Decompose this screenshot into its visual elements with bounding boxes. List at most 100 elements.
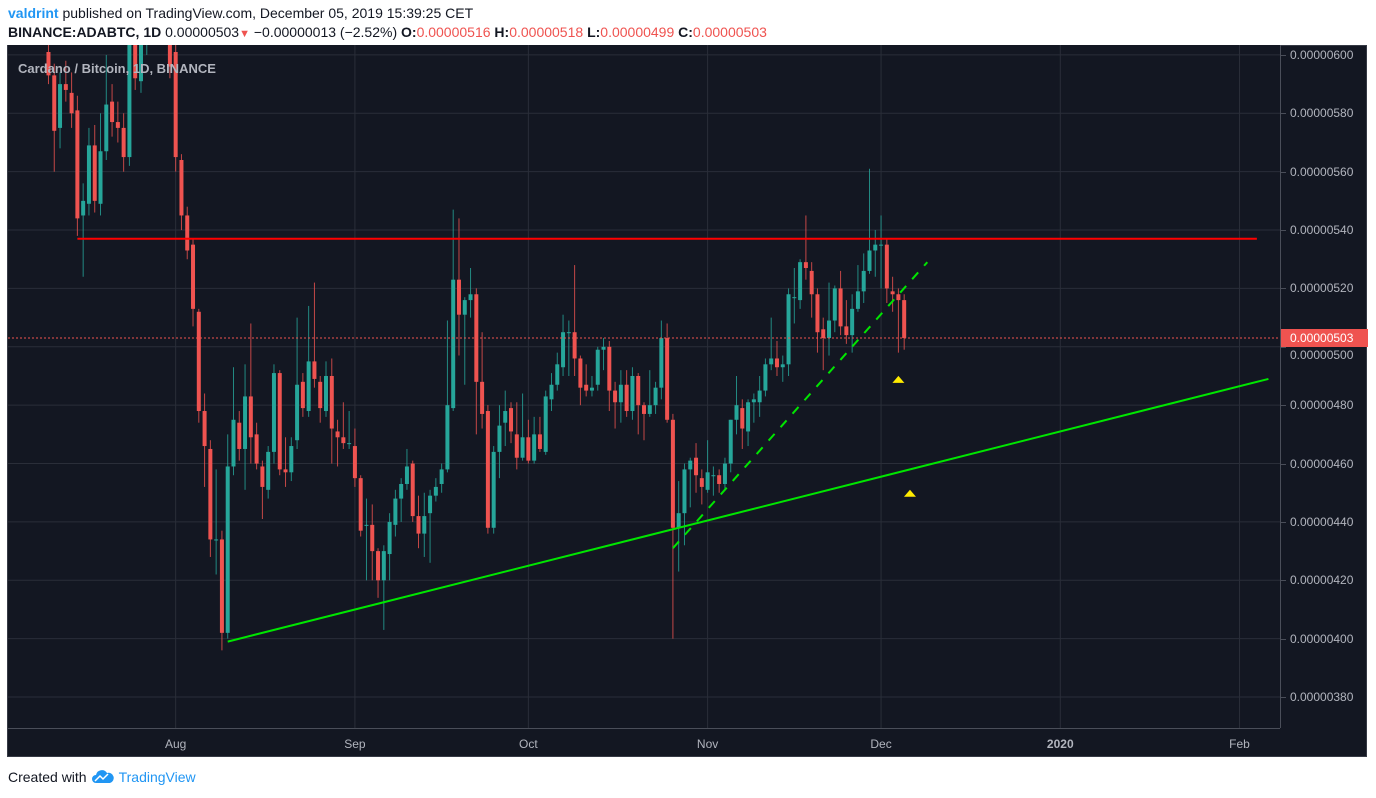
candle <box>121 113 126 172</box>
candle <box>433 478 438 502</box>
candle-body <box>607 346 612 391</box>
triangle-up-marker <box>903 489 916 497</box>
candle <box>456 218 461 356</box>
candle-body <box>873 244 878 251</box>
author-link[interactable]: valdrint <box>8 5 59 21</box>
candle-body <box>376 551 381 581</box>
candle-body <box>283 469 288 473</box>
candle-body <box>613 390 618 403</box>
price-tick <box>1281 405 1286 407</box>
candle-body <box>480 381 485 414</box>
candle-body <box>300 381 305 409</box>
price-axis[interactable]: 0.00000600 0.00000580 0.00000560 0.00000540… <box>1280 45 1368 728</box>
tradingview-link[interactable]: TradingView <box>118 769 196 785</box>
candle-body <box>532 434 537 461</box>
open-label: O: <box>401 24 417 40</box>
candle <box>428 489 433 563</box>
time-tick-label: 2020 <box>1046 737 1074 751</box>
candle <box>543 390 548 455</box>
candle-body <box>699 478 704 487</box>
candle-body <box>335 431 340 438</box>
candle-body <box>861 270 866 292</box>
candle <box>711 466 716 496</box>
candle <box>306 305 311 417</box>
candle <box>774 340 779 376</box>
candle <box>381 545 386 630</box>
candle <box>115 101 120 143</box>
created-with-text: Created with <box>8 769 87 785</box>
candle <box>352 428 357 487</box>
candle <box>138 45 143 93</box>
candle <box>589 375 594 397</box>
time-tick-label: Feb <box>1229 737 1250 751</box>
candle <box>647 370 652 417</box>
candle-body <box>104 104 109 152</box>
candle-body <box>231 419 236 467</box>
candle-body <box>364 524 369 526</box>
high-value: 0.00000518 <box>509 24 584 40</box>
candle <box>798 259 803 309</box>
candle <box>786 288 791 376</box>
candle <box>480 332 485 429</box>
candle <box>497 405 502 479</box>
candle-body <box>786 294 791 365</box>
candle-body <box>324 375 328 412</box>
candle <box>537 416 542 452</box>
candle <box>572 265 577 376</box>
candle-body <box>780 364 785 368</box>
publish-text: published on TradingView.com, December 0… <box>62 5 474 21</box>
low-value: 0.00000499 <box>600 24 675 40</box>
candle-body <box>618 384 623 403</box>
candle-body <box>855 291 860 309</box>
candle <box>792 267 797 324</box>
candle <box>832 285 837 333</box>
candle <box>173 45 178 172</box>
candle-body <box>295 384 300 441</box>
candle <box>231 367 236 476</box>
candlestick-plot[interactable] <box>8 45 1280 728</box>
time-tick-label: Nov <box>696 737 719 751</box>
candle-body <box>277 373 282 470</box>
candle-body <box>838 288 843 327</box>
candle <box>399 478 404 522</box>
candle-body <box>98 151 103 204</box>
price-tick <box>1281 521 1286 523</box>
candle-body <box>63 84 68 90</box>
candle <box>225 434 230 639</box>
candle-body <box>659 338 664 388</box>
price-tick <box>1281 230 1286 232</box>
candle <box>260 460 265 520</box>
candle <box>607 340 612 412</box>
candle <box>86 127 91 216</box>
price-tick-label: 0.00000440 <box>1290 514 1354 529</box>
candle-body <box>520 437 525 458</box>
candle <box>370 504 375 581</box>
candle <box>243 364 248 490</box>
footer: Created with TradingView <box>8 769 196 785</box>
candle <box>699 469 704 505</box>
candle-body <box>670 419 675 528</box>
price-tick <box>1281 638 1286 640</box>
candle <box>642 402 646 441</box>
close-label: C: <box>678 24 693 40</box>
candle <box>896 288 901 353</box>
candle-body <box>289 446 294 473</box>
candle-body <box>497 425 502 452</box>
candle-body <box>352 446 357 479</box>
candle <box>514 402 519 470</box>
candle-body <box>214 539 219 541</box>
low-label: L: <box>587 24 601 40</box>
candle <box>636 373 641 435</box>
candle <box>624 370 629 417</box>
time-axis[interactable]: Aug Sep Oct Nov Dec 2020 Feb <box>8 728 1280 758</box>
price-tick <box>1281 54 1286 56</box>
candle <box>803 215 808 280</box>
candle <box>295 317 300 449</box>
candle-body <box>271 373 276 452</box>
candle-body <box>792 297 797 299</box>
candle-body <box>509 408 514 432</box>
candle <box>740 399 745 449</box>
candle <box>358 475 363 537</box>
candle-body <box>81 200 86 216</box>
candle <box>52 63 57 172</box>
